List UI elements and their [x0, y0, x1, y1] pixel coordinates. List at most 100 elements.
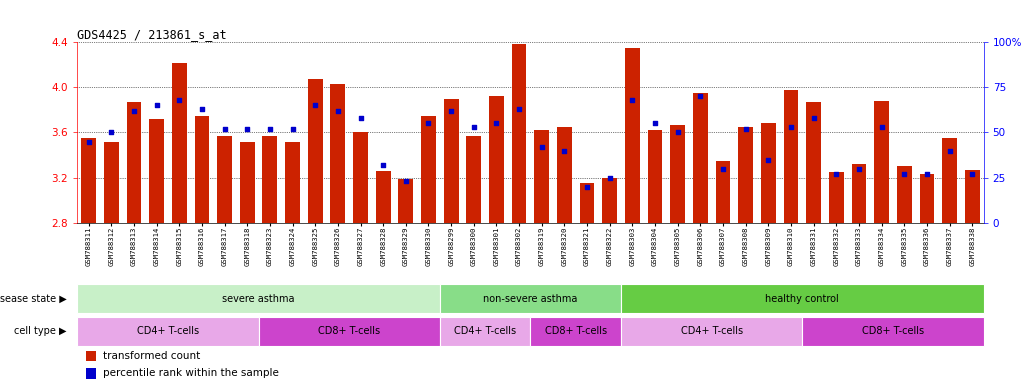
Bar: [920, 174, 934, 223]
Text: CD8+ T-cells: CD8+ T-cells: [862, 326, 924, 336]
Point: [873, 124, 890, 130]
Text: percentile rank within the sample: percentile rank within the sample: [103, 368, 279, 378]
Bar: [440, 316, 530, 346]
Point: [352, 115, 369, 121]
Bar: [195, 116, 209, 223]
Point: [307, 102, 323, 108]
Bar: [693, 93, 708, 223]
Point: [964, 171, 981, 177]
Point: [579, 184, 595, 190]
Bar: [217, 136, 232, 223]
Point: [420, 120, 437, 126]
Bar: [580, 183, 594, 223]
Bar: [172, 63, 186, 223]
Bar: [331, 84, 345, 223]
Bar: [440, 284, 621, 313]
Bar: [761, 124, 776, 223]
Point: [647, 120, 663, 126]
Text: non-severe asthma: non-severe asthma: [483, 293, 578, 304]
Text: healthy control: healthy control: [765, 293, 839, 304]
Bar: [308, 79, 322, 223]
Point: [534, 144, 550, 150]
Bar: [852, 164, 866, 223]
Point: [194, 106, 210, 112]
Bar: [467, 136, 481, 223]
Bar: [512, 45, 526, 223]
Text: CD8+ T-cells: CD8+ T-cells: [318, 326, 380, 336]
Bar: [802, 316, 984, 346]
Bar: [81, 138, 96, 223]
Point: [148, 102, 165, 108]
Point: [375, 162, 391, 168]
Point: [692, 93, 709, 99]
Point: [488, 120, 505, 126]
Point: [715, 166, 731, 172]
Bar: [259, 316, 440, 346]
Bar: [806, 102, 821, 223]
Text: GDS4425 / 213861_s_at: GDS4425 / 213861_s_at: [77, 28, 227, 41]
Bar: [874, 101, 889, 223]
Point: [171, 97, 187, 103]
Text: CD4+ T-cells: CD4+ T-cells: [681, 326, 743, 336]
Point: [126, 108, 142, 114]
Bar: [621, 316, 802, 346]
Text: CD4+ T-cells: CD4+ T-cells: [454, 326, 516, 336]
Bar: [603, 177, 617, 223]
Bar: [530, 316, 621, 346]
Point: [284, 126, 301, 132]
Text: cell type ▶: cell type ▶: [13, 326, 66, 336]
Point: [670, 129, 686, 136]
Bar: [444, 99, 458, 223]
Bar: [240, 142, 254, 223]
Point: [80, 138, 97, 144]
Bar: [77, 284, 440, 313]
Text: severe asthma: severe asthma: [222, 293, 295, 304]
Bar: [399, 179, 413, 223]
Bar: [897, 166, 912, 223]
Point: [919, 171, 935, 177]
Point: [805, 115, 822, 121]
Text: CD8+ T-cells: CD8+ T-cells: [545, 326, 607, 336]
Bar: [127, 102, 141, 223]
Point: [216, 126, 233, 132]
Bar: [535, 130, 549, 223]
Bar: [942, 138, 957, 223]
Point: [239, 126, 255, 132]
Point: [783, 124, 799, 130]
Bar: [621, 284, 984, 313]
Bar: [489, 96, 504, 223]
Bar: [149, 119, 164, 223]
Text: CD4+ T-cells: CD4+ T-cells: [137, 326, 199, 336]
Point: [941, 147, 958, 154]
Bar: [716, 161, 730, 223]
Point: [556, 147, 573, 154]
Bar: [87, 351, 96, 361]
Bar: [965, 170, 980, 223]
Point: [760, 157, 777, 163]
Bar: [829, 172, 844, 223]
Bar: [625, 48, 640, 223]
Point: [103, 129, 119, 136]
Bar: [285, 142, 300, 223]
Point: [511, 106, 527, 112]
Bar: [376, 171, 390, 223]
Point: [737, 126, 754, 132]
Text: transformed count: transformed count: [103, 351, 201, 361]
Bar: [671, 124, 685, 223]
Text: disease state ▶: disease state ▶: [0, 293, 66, 304]
Point: [443, 108, 459, 114]
Point: [624, 97, 641, 103]
Bar: [648, 130, 662, 223]
Point: [262, 126, 278, 132]
Bar: [557, 127, 572, 223]
Bar: [263, 136, 277, 223]
Point: [828, 171, 845, 177]
Point: [851, 166, 867, 172]
Point: [602, 174, 618, 180]
Bar: [421, 116, 436, 223]
Point: [466, 124, 482, 130]
Bar: [739, 127, 753, 223]
Bar: [353, 132, 368, 223]
Point: [398, 178, 414, 184]
Bar: [104, 142, 118, 223]
